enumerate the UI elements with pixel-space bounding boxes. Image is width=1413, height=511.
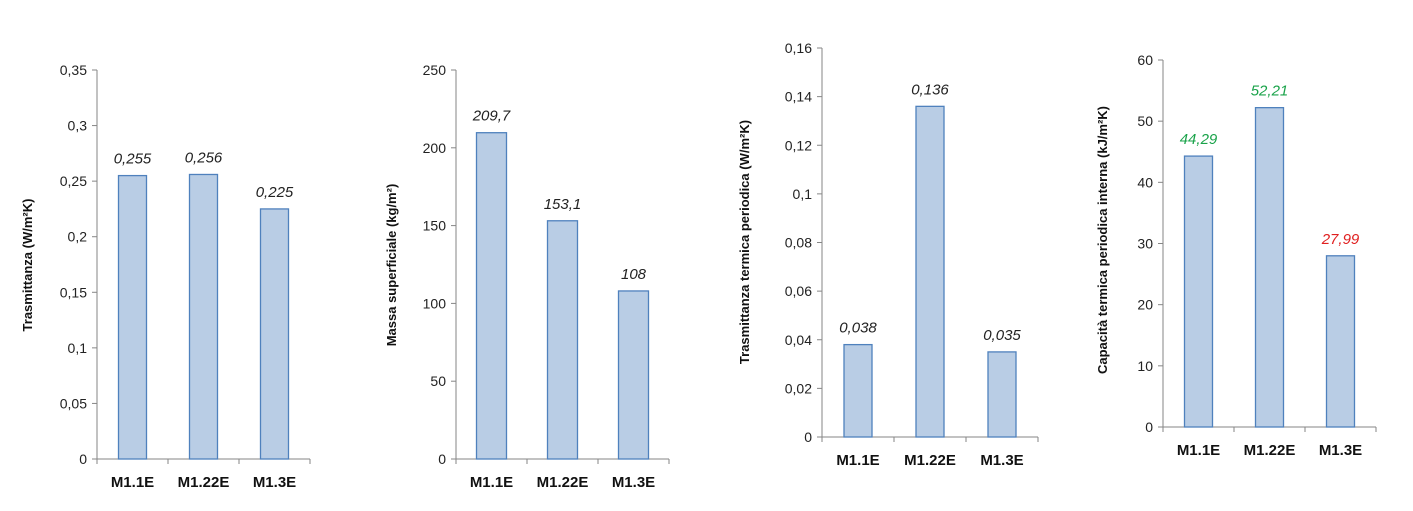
y-tick-label: 30 <box>1137 236 1153 252</box>
data-label: 27,99 <box>1321 231 1360 248</box>
x-tick-label: M1.3E <box>253 474 296 491</box>
y-tick-label: 0,35 <box>60 62 87 78</box>
x-tick-label: M1.3E <box>980 452 1023 469</box>
y-tick-label: 0,15 <box>60 284 87 300</box>
y-tick-label: 0 <box>438 451 446 467</box>
bar-M1.1E <box>843 343 873 438</box>
bar-M1.22E <box>546 220 579 460</box>
bar-M1.3E <box>987 351 1017 438</box>
y-tick-label: 250 <box>423 62 447 78</box>
y-axis-title: Massa superficiale (kg/m²) <box>384 184 399 347</box>
data-label: 153,1 <box>544 196 582 213</box>
bar-M1.1E <box>117 174 148 460</box>
bar-M1.3E <box>617 290 650 460</box>
y-tick-label: 0,1 <box>68 340 88 356</box>
y-tick-label: 60 <box>1137 52 1153 68</box>
y-axis-title: Trasmittanza (W/m²K) <box>20 199 35 332</box>
data-label: 0,035 <box>983 327 1021 344</box>
data-label: 44,29 <box>1180 131 1218 148</box>
bar-M1.1E <box>475 132 508 460</box>
bar-M1.22E <box>1254 106 1285 428</box>
x-tick-label: M1.22E <box>904 452 956 469</box>
y-tick-label: 0,05 <box>60 395 87 411</box>
x-tick-label: M1.1E <box>111 474 154 491</box>
data-label: 0,225 <box>256 184 294 201</box>
x-tick-label: M1.1E <box>1177 442 1220 459</box>
y-tick-label: 0,02 <box>785 380 812 396</box>
chart-3: 0 0,02 0,04 0,06 0,08 0,1 0,12 0,14 0,16 0,038 M1.… <box>737 40 1039 469</box>
y-tick-label: 200 <box>423 140 447 156</box>
y-tick-label: 150 <box>423 218 447 234</box>
bar-M1.22E <box>915 105 945 438</box>
y-tick-label: 0,04 <box>785 332 812 348</box>
y-tick-label: 20 <box>1137 297 1153 313</box>
bar-M1.1E <box>1183 155 1214 428</box>
bar-M1.22E <box>188 173 219 460</box>
x-tick-label: M1.22E <box>537 474 589 491</box>
data-label: 0,038 <box>839 320 877 337</box>
y-tick-label: 0,14 <box>785 89 812 105</box>
y-tick-label: 0 <box>1145 419 1153 435</box>
x-tick-label: M1.3E <box>612 474 655 491</box>
data-label: 0,256 <box>185 149 223 166</box>
chart-1: 0 0,05 0,1 0,15 0,2 0,25 0,3 0,35 0,255 M1.1E 0,25… <box>20 62 311 491</box>
data-label: 0,136 <box>911 81 949 98</box>
y-tick-label: 40 <box>1137 174 1153 190</box>
y-tick-label: 0,1 <box>793 186 813 202</box>
bar-M1.3E <box>259 208 290 460</box>
data-label: 52,21 <box>1251 83 1289 100</box>
y-tick-label: 0,06 <box>785 283 812 299</box>
bar-M1.3E <box>1325 255 1356 428</box>
y-tick-label: 50 <box>1137 113 1153 129</box>
x-tick-label: M1.22E <box>178 474 230 491</box>
y-tick-label: 0,25 <box>60 173 87 189</box>
data-label: 0,255 <box>114 151 152 168</box>
y-tick-label: 50 <box>430 373 446 389</box>
y-tick-label: 10 <box>1137 358 1153 374</box>
y-tick-label: 0 <box>79 451 87 467</box>
x-tick-label: M1.3E <box>1319 442 1362 459</box>
y-tick-label: 0,2 <box>68 229 88 245</box>
y-axis-title: Capacità termica periodica interna (kJ/m… <box>1095 106 1110 374</box>
chart-4: 0 10 20 30 40 50 60 44,29 M1.1E 52,21 M1.22E 27,99 M… <box>1095 52 1377 459</box>
chart-2: 0 50 100 150 200 250 209,7 M1.1E 153,1 M1.22E 108 M… <box>384 62 670 491</box>
y-axis-title: Trasmittanza termica periodica (W/m²K) <box>737 120 752 364</box>
y-tick-label: 0,12 <box>785 137 812 153</box>
x-tick-label: M1.1E <box>470 474 513 491</box>
y-tick-label: 0 <box>804 429 812 445</box>
y-tick-label: 0,08 <box>785 235 812 251</box>
data-label: 209,7 <box>472 108 511 125</box>
y-tick-label: 0,3 <box>68 118 88 134</box>
data-label: 108 <box>621 266 647 283</box>
y-tick-label: 100 <box>423 295 447 311</box>
x-tick-label: M1.1E <box>836 452 879 469</box>
y-tick-label: 0,16 <box>785 40 812 56</box>
x-tick-label: M1.22E <box>1244 442 1296 459</box>
